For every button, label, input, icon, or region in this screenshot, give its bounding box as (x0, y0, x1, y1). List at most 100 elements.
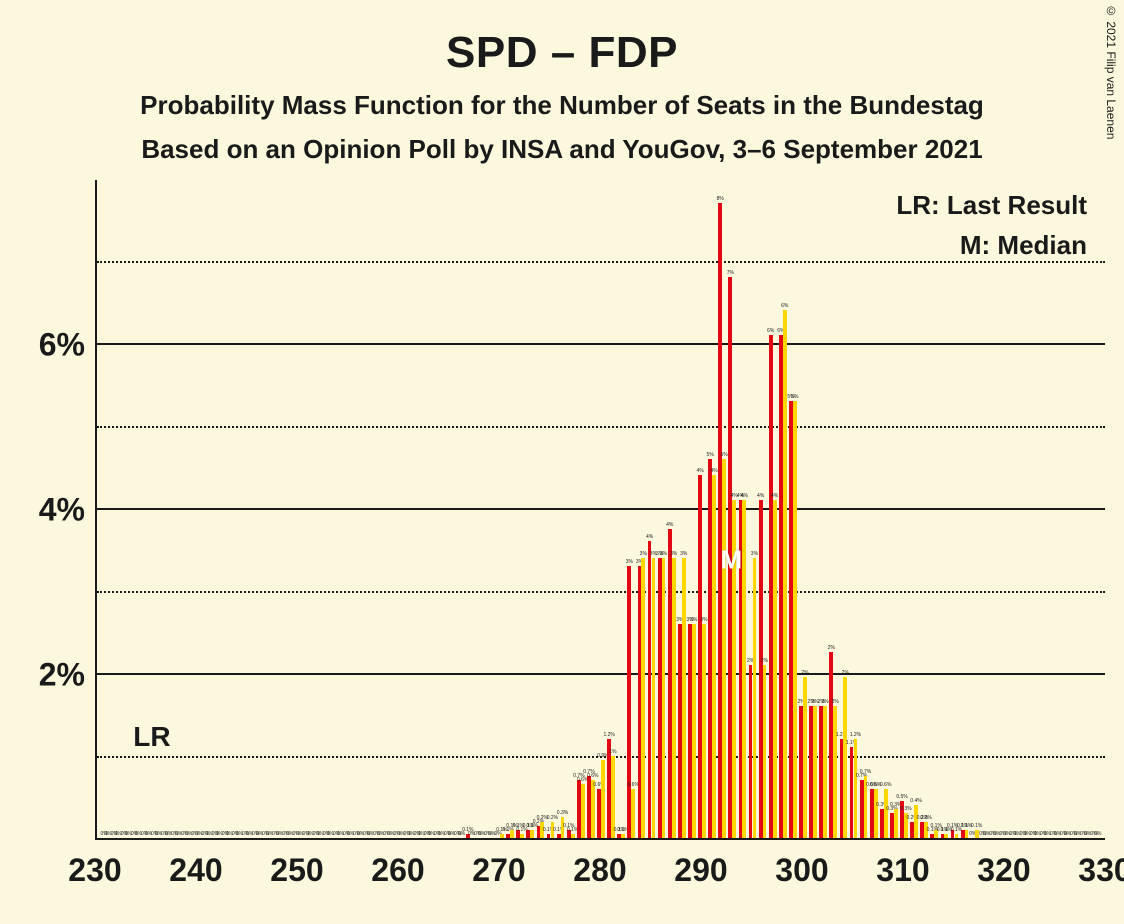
bar-series-2: 0.1% (530, 830, 534, 838)
legend-m: M: Median (960, 230, 1087, 261)
x-tick-label: 230 (68, 852, 121, 889)
bar-value-label: 5% (791, 394, 798, 400)
gridline-major (97, 343, 1105, 345)
bar-value-label: 3% (626, 559, 633, 565)
chart-subtitle-1: Probability Mass Function for the Number… (0, 90, 1124, 121)
bar-value-label: 4% (710, 468, 717, 474)
bar-value-label: 0.4% (910, 798, 921, 804)
bar-series-2: 6% (783, 310, 787, 838)
x-tick-label: 250 (270, 852, 323, 889)
bar-series-2: 0.6% (631, 789, 635, 839)
bar-value-label: 6% (781, 303, 788, 309)
bar-value-label: 3% (680, 551, 687, 557)
bar-value-label: 3% (670, 551, 677, 557)
gridline-minor (97, 426, 1105, 428)
bar-series-2: 0.1% (500, 834, 504, 838)
bar-series-2: 3% (702, 624, 706, 839)
bar-series-2: 0.4% (914, 805, 918, 838)
bar-value-label: 0.7% (860, 769, 871, 775)
x-tick-label: 300 (775, 852, 828, 889)
x-tick-label: 240 (169, 852, 222, 889)
bar-series-2: 4% (712, 475, 716, 838)
y-tick-label: 2% (39, 657, 85, 694)
bar-series-2: 1% (611, 756, 615, 839)
bar-value-label: 0.5% (896, 794, 907, 800)
bar-series-2: 3% (692, 624, 696, 839)
gridline-major (97, 508, 1105, 510)
bar-series-2: 4% (742, 500, 746, 838)
bar-value-label: 2% (832, 699, 839, 705)
bar-value-label: 5% (707, 452, 714, 458)
bar-series-2: 2% (813, 706, 817, 838)
bar-value-label: 4% (666, 522, 673, 528)
x-tick-label: 270 (472, 852, 525, 889)
x-tick-label: 260 (371, 852, 424, 889)
bar-value-label: 4% (696, 468, 703, 474)
chart-container: SPD – FDP Probability Mass Function for … (0, 0, 1124, 924)
bar-series-2: 0.1% (510, 830, 514, 838)
bar-value-label: 0.1% (971, 823, 982, 829)
bar-value-label: 3% (640, 551, 647, 557)
gridline-minor (97, 261, 1105, 263)
bar-series-2: 0.1% (965, 830, 969, 838)
bar-series-2: 0.1% (955, 834, 959, 838)
bar-series-2: 2% (823, 706, 827, 838)
bar-value-label: 4% (771, 493, 778, 499)
y-axis (95, 180, 97, 840)
bar-value-label: 0.2% (920, 815, 931, 821)
bar-value-label: 2% (842, 670, 849, 676)
gridline-major (97, 673, 1105, 675)
gridline-minor (97, 591, 1105, 593)
bar-value-label: 3% (700, 617, 707, 623)
bar-value-label: 3% (660, 551, 667, 557)
bar-series-2: 3% (641, 558, 645, 839)
bar-value-label: 2% (761, 658, 768, 664)
bar-series-2: 3% (672, 558, 676, 839)
bar-series-2: 4% (773, 500, 777, 838)
bar-series-2: 0.6% (874, 789, 878, 839)
annotation-median: M (720, 544, 742, 575)
bar-value-label: 0.6% (880, 782, 891, 788)
bar-value-label: 0.6% (587, 773, 598, 779)
bar-value-label: 0% (1094, 831, 1101, 837)
bar-series-2: 0.6% (581, 784, 585, 838)
bar-value-label: 8% (717, 196, 724, 202)
bar-value-label: 6% (767, 328, 774, 334)
y-tick-label: 4% (39, 492, 85, 529)
bar-value-label: 1% (609, 749, 616, 755)
bar-series-2: 0.1% (520, 834, 524, 838)
bar-series-2: 3% (682, 558, 686, 839)
bar-value-label: 2% (821, 699, 828, 705)
bar-series-2: 3% (753, 558, 757, 839)
bar-series-2: 0.6% (591, 780, 595, 838)
bar-series-2: 3% (652, 558, 656, 839)
bar-value-label: 2% (828, 645, 835, 651)
legend-lr: LR: Last Result (896, 190, 1087, 221)
bar-series-2: 0.1% (571, 834, 575, 838)
bar-value-label: 7% (727, 270, 734, 276)
bar-series-2: 2% (803, 677, 807, 838)
bar-value-label: 5% (720, 452, 727, 458)
bar-series-2: 2% (843, 677, 847, 838)
copyright-text: © 2021 Filip van Laenen (1104, 4, 1118, 139)
bar-series-2: 0.6% (884, 789, 888, 839)
bar-series-2: 0.1% (975, 830, 979, 838)
x-tick-label: 330 (1078, 852, 1124, 889)
x-tick-label: 280 (573, 852, 626, 889)
bar-value-label: 1.2% (603, 732, 614, 738)
bar-value-label: 1.2% (850, 732, 861, 738)
annotation-lr: LR (133, 721, 170, 753)
bar-series-2: 5% (722, 459, 726, 839)
x-tick-label: 310 (876, 852, 929, 889)
bar-value-label: 0.3% (900, 806, 911, 812)
bar-series-2: 2% (763, 665, 767, 838)
bar-value-label: 3% (690, 617, 697, 623)
bar-series-2: 2% (833, 706, 837, 838)
bar-series-2: 0.1% (944, 834, 948, 838)
x-tick-label: 320 (977, 852, 1030, 889)
x-axis (95, 838, 1105, 840)
bar-series-2: 0.3% (894, 809, 898, 838)
bar-value-label: 4% (646, 534, 653, 540)
bar-value-label: 3% (751, 551, 758, 557)
y-tick-label: 6% (39, 327, 85, 364)
